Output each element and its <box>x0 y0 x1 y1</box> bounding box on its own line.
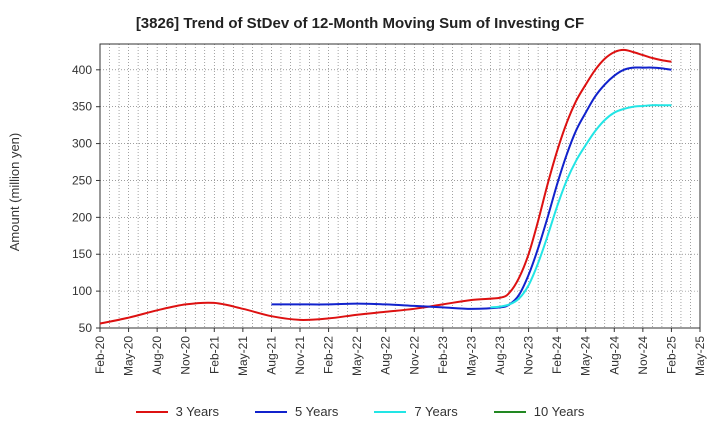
x-tick-label: May-20 <box>122 336 136 376</box>
legend-label: 3 Years <box>175 404 219 419</box>
x-tick-label: May-23 <box>464 336 478 376</box>
x-tick-label: Aug-22 <box>379 336 393 375</box>
y-tick-label: 400 <box>72 63 92 77</box>
legend-item: 10 Years <box>493 404 585 419</box>
x-tick-label: Aug-24 <box>607 336 621 375</box>
legend-swatch <box>374 410 407 413</box>
y-tick-label: 350 <box>72 100 92 114</box>
x-tick-label: Aug-21 <box>264 336 278 375</box>
x-tick-label: Nov-22 <box>407 336 421 375</box>
x-tick-label: Feb-21 <box>207 336 221 374</box>
legend-item: 3 Years <box>135 404 219 419</box>
x-tick-label: Feb-20 <box>93 336 107 374</box>
legend-swatch <box>493 410 526 413</box>
x-tick-label: Aug-20 <box>150 336 164 375</box>
series-line-0 <box>99 48 672 325</box>
chart-legend: 3 Years 5 Years 7 Years 10 Years <box>0 404 720 419</box>
series-line-1 <box>271 66 672 310</box>
x-tick-label: Nov-23 <box>522 336 536 375</box>
x-tick-label: Nov-24 <box>636 336 650 375</box>
legend-item: 5 Years <box>255 404 338 419</box>
legend-swatch <box>255 410 287 413</box>
x-tick-label: Feb-22 <box>322 336 336 374</box>
legend-label: 5 Years <box>295 404 339 419</box>
x-tick-label: May-24 <box>579 336 593 376</box>
y-axis-label: Amount (million yen) <box>7 133 22 252</box>
y-tick-label: 50 <box>79 321 93 335</box>
y-tick-label: 150 <box>72 247 92 261</box>
legend-label: 7 Years <box>414 404 458 419</box>
x-tick-label: Nov-20 <box>179 336 193 375</box>
y-tick-label: 250 <box>72 173 92 187</box>
x-tick-label: May-25 <box>693 336 707 376</box>
x-tick-label: Feb-24 <box>550 336 564 374</box>
x-tick-label: May-21 <box>236 336 250 376</box>
legend-label: 10 Years <box>533 404 585 419</box>
x-tick-label: Feb-23 <box>436 336 450 374</box>
legend-item: 7 Years <box>374 404 458 419</box>
y-tick-label: 300 <box>72 137 92 151</box>
y-tick-label: 200 <box>72 210 92 224</box>
x-tick-label: Nov-21 <box>293 336 307 375</box>
legend-swatch <box>135 410 168 413</box>
plot-frame <box>99 43 701 329</box>
chart-title: [3826] Trend of StDev of 12-Month Moving… <box>135 15 585 32</box>
x-tick-label: Feb-25 <box>664 336 678 374</box>
x-tick-label: May-22 <box>350 336 364 376</box>
series-line-2 <box>490 104 672 309</box>
x-tick-label: Aug-23 <box>493 336 507 375</box>
y-tick-label: 100 <box>72 284 92 298</box>
